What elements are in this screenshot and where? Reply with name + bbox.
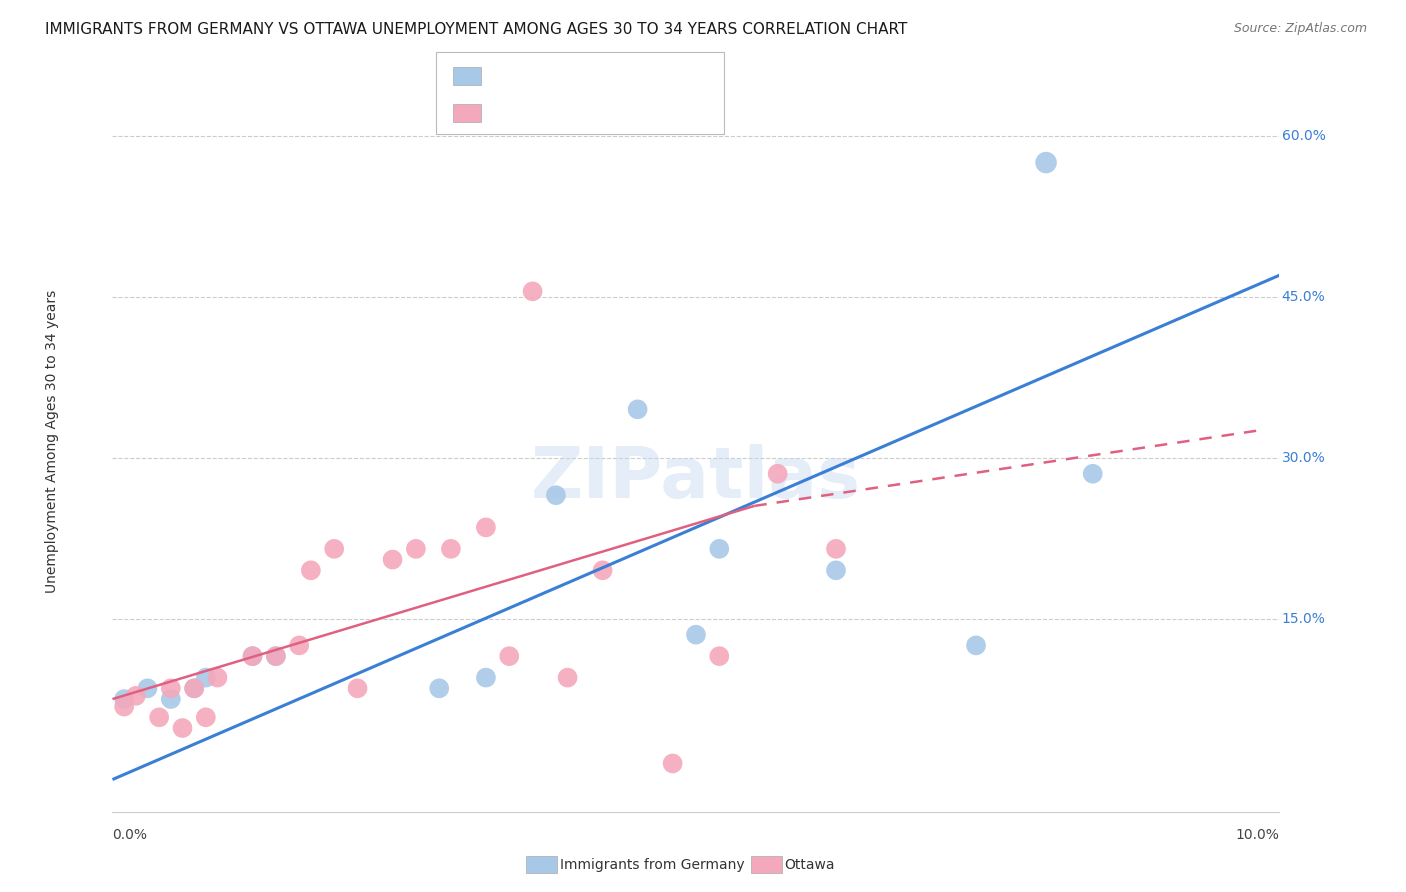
Point <box>264 649 287 664</box>
Point <box>136 681 159 696</box>
Point <box>427 681 450 696</box>
Point <box>172 721 194 735</box>
Point <box>160 692 183 706</box>
Text: 10.0%: 10.0% <box>1236 828 1279 842</box>
Point <box>381 552 404 566</box>
Point <box>183 681 205 696</box>
Point <box>194 671 217 685</box>
Point <box>965 639 987 653</box>
Text: 45.0%: 45.0% <box>1282 290 1326 303</box>
Point <box>825 563 848 577</box>
Point <box>1035 155 1057 169</box>
Point <box>299 563 322 577</box>
Point <box>825 541 848 556</box>
Point <box>709 649 731 664</box>
Point <box>440 541 463 556</box>
Text: Unemployment Among Ages 30 to 34 years: Unemployment Among Ages 30 to 34 years <box>45 290 59 593</box>
Point <box>498 649 520 664</box>
Point <box>766 467 789 481</box>
Point <box>242 649 264 664</box>
Point <box>346 681 368 696</box>
Text: 60.0%: 60.0% <box>1282 128 1326 143</box>
Text: 0.0%: 0.0% <box>112 828 148 842</box>
Point <box>709 541 731 556</box>
Text: 16: 16 <box>620 69 640 83</box>
Point <box>125 689 148 703</box>
Text: N =: N = <box>567 106 610 120</box>
Text: Immigrants from Germany: Immigrants from Germany <box>560 858 744 872</box>
Text: 0.691: 0.691 <box>524 69 568 83</box>
Text: R =: R = <box>488 69 517 83</box>
Text: 30.0%: 30.0% <box>1282 450 1326 465</box>
Point <box>112 699 135 714</box>
Text: R =: R = <box>488 106 517 120</box>
Text: Ottawa: Ottawa <box>785 858 835 872</box>
Point <box>522 285 544 299</box>
Point <box>685 628 707 642</box>
Point <box>207 671 229 685</box>
Point <box>148 710 170 724</box>
Point <box>557 671 579 685</box>
Point <box>475 520 498 534</box>
Point <box>544 488 567 502</box>
Point <box>627 402 650 417</box>
Point <box>288 639 311 653</box>
Text: N =: N = <box>567 69 610 83</box>
Point <box>405 541 427 556</box>
Text: Source: ZipAtlas.com: Source: ZipAtlas.com <box>1233 22 1367 36</box>
Point <box>160 681 183 696</box>
Point <box>112 692 135 706</box>
Text: IMMIGRANTS FROM GERMANY VS OTTAWA UNEMPLOYMENT AMONG AGES 30 TO 34 YEARS CORRELA: IMMIGRANTS FROM GERMANY VS OTTAWA UNEMPL… <box>45 22 907 37</box>
Text: ZIPatlas: ZIPatlas <box>531 444 860 513</box>
Text: 15.0%: 15.0% <box>1282 612 1326 625</box>
Text: 0.374: 0.374 <box>524 106 568 120</box>
Point <box>592 563 614 577</box>
Point <box>183 681 205 696</box>
Point <box>242 649 264 664</box>
Point <box>264 649 287 664</box>
Point <box>1081 467 1104 481</box>
Text: 26: 26 <box>620 106 640 120</box>
Point <box>661 756 683 771</box>
Point <box>323 541 346 556</box>
Point <box>194 710 217 724</box>
Point <box>475 671 498 685</box>
